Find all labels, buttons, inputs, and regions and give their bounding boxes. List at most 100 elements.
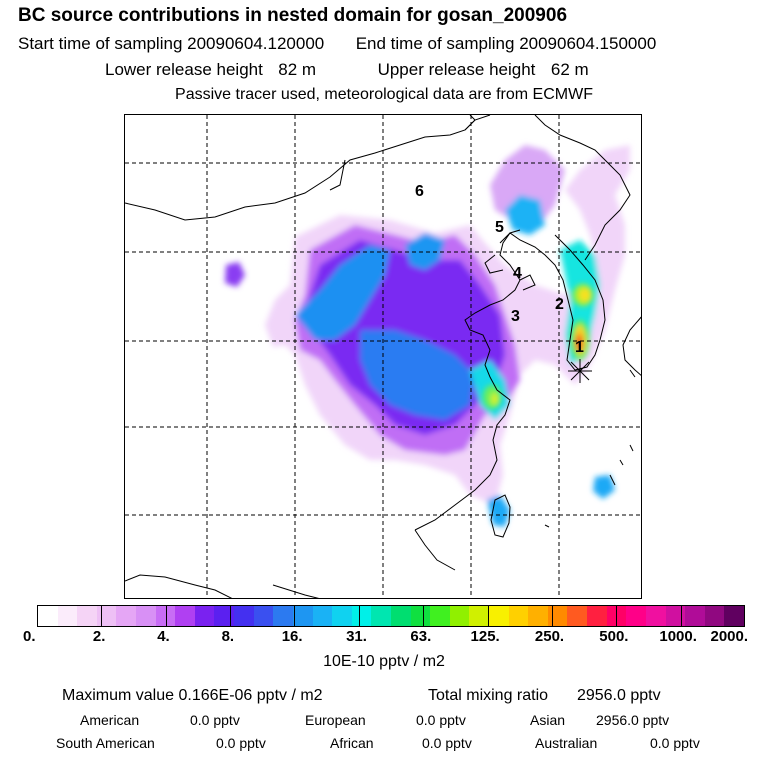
european-label: European [305,712,366,728]
hotspot-red-korea [576,334,582,352]
colorbar-tick-label: 0. [23,628,36,645]
colorbar [37,605,745,627]
region-label-1: 1 [575,339,584,356]
border-line [329,159,346,191]
colorbar-cell [214,606,235,626]
border-line [272,584,320,598]
colorbar-cell [390,606,411,626]
colorbar-cell [528,606,548,626]
colorbar-cell [332,606,352,626]
colorbar-tick-label: 2000. [710,628,749,645]
coastline [484,254,504,274]
colorbar-cell [234,606,254,626]
australian-value: 0.0 pptv [650,735,700,751]
end-time-value: 20090604.150000 [519,34,657,53]
coastlines [125,115,641,598]
colorbar-cell [508,606,529,626]
max-value-label: Maximum value [62,687,175,704]
colorbar-cell [449,606,470,626]
colorbar-separator [551,605,553,627]
plume-layer [225,145,630,527]
colorbar-cell [567,606,588,626]
plot-title: BC source contributions in nested domain… [18,5,568,26]
colorbar-tick-label: 63. [410,628,432,645]
hotspot-layer [483,284,593,409]
coastline [464,115,491,131]
tracer-note: Passive tracer used, meteorological data… [175,86,593,103]
receptor-ray [570,361,590,381]
colorbar-cell [253,606,274,626]
colorbar-separator [230,605,232,627]
american-label: American [80,712,140,728]
region-label-2: 2 [555,296,564,313]
colorbar-separator [487,605,489,627]
lower-height-label: Lower release height [105,60,263,79]
colorbar-tick-label: 1000. [659,628,697,645]
south-american-label: South American [56,735,155,751]
region-label-3: 3 [511,308,520,325]
colorbar-cell [626,606,646,626]
colorbar-tick-label: 250. [534,628,565,645]
hotspot-yellow-coast [491,393,499,405]
colorbar-tick-label: 31. [346,628,367,645]
asian-label: Asian [530,712,566,728]
colorbar-separator [165,605,167,627]
ryukyu-island [544,524,550,528]
plume-blue-central [360,330,475,420]
colorbar-separator [294,605,296,627]
start-time-label: Start time of sampling [18,34,183,53]
colorbar-unit: 10E-10 pptv / m2 [323,653,445,670]
colorbar-cell [547,606,568,626]
start-time-line: Start time of sampling 20090604.120000 E… [18,34,656,54]
colorbar-cell [194,606,215,626]
release-height-line: Lower release height 82 m Upper release … [105,60,589,80]
region-label-5: 5 [495,219,504,236]
hotspot-yellow-korea-north [579,288,591,302]
region-label-6: 6 [415,183,424,200]
african-value: 0.0 pptv [422,735,472,751]
coastline [414,529,456,571]
colorbar-cell [38,606,58,626]
colorbar-cell [57,606,78,626]
colorbar-cell [312,606,333,626]
border-line [125,115,476,221]
plume-cyan-islet [593,475,615,499]
colorbar-cell [136,606,156,626]
total-mixing-line: Total mixing ratio 2956.0 pptv [428,687,661,705]
colorbar-tick-label: 500. [599,628,629,645]
colorbar-cell [430,606,450,626]
colorbar-cell [685,606,705,626]
plume-dot-west [225,262,245,287]
asian-value: 2956.0 pptv [596,712,670,728]
colorbar-cell [273,606,293,626]
plume-cyan-northeast [505,195,545,235]
colorbar-cell [371,606,391,626]
plume-blue-west [295,245,390,340]
colorbar-separator [358,605,360,627]
upper-height-label: Upper release height [377,60,536,79]
colorbar-separator [423,605,425,627]
upper-height-value: 62 m [550,60,589,79]
colorbar-cell [724,606,744,626]
colorbar-cell [587,606,607,626]
coastline [414,232,606,531]
coastline [534,115,631,261]
colorbar-separator [101,605,103,627]
colorbar-cell [645,606,666,626]
colorbar-cell [116,606,137,626]
plume-cyan-taiwan [487,495,510,527]
european-value: 0.0 pptv [416,712,466,728]
map-canvas [125,115,641,598]
colorbar-tick-label: 8. [221,628,235,645]
ryukyu-island [609,474,616,486]
colorbar-cell [77,606,97,626]
total-mixing-value: 2956.0 pptv [576,687,661,704]
australian-label: Australian [535,735,598,751]
coastline [499,229,521,244]
colorbar-cell [410,606,431,626]
max-value-line: Maximum value 0.166E-06 pptv / m2 [62,687,323,705]
colorbar-cell [351,606,372,626]
colorbar-cell [96,606,117,626]
start-time-value: 20090604.120000 [187,34,325,53]
coastline [519,274,536,291]
